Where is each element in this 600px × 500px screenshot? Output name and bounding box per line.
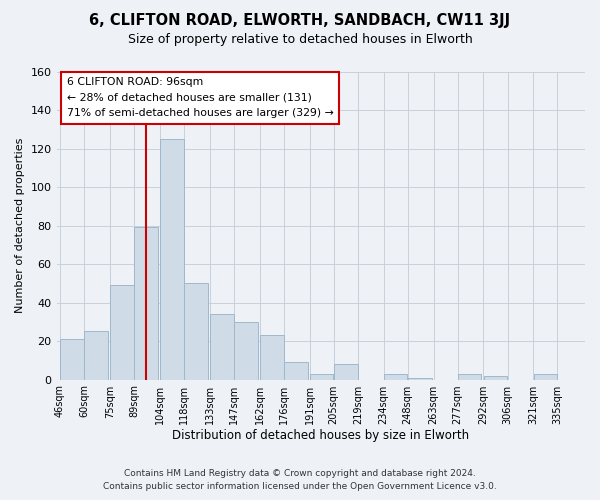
Text: Contains HM Land Registry data © Crown copyright and database right 2024.
Contai: Contains HM Land Registry data © Crown c… (103, 469, 497, 491)
Bar (260, 336, 284, 380)
Bar (85, 332, 108, 380)
X-axis label: Distribution of detached houses by size in Elworth: Distribution of detached houses by size … (172, 430, 469, 442)
Bar (110, 285, 134, 380)
Bar (210, 314, 233, 380)
Bar (408, 378, 431, 380)
Bar (184, 284, 208, 380)
Bar (458, 374, 481, 380)
Y-axis label: Number of detached properties: Number of detached properties (15, 138, 25, 313)
Bar (284, 362, 308, 380)
Text: Size of property relative to detached houses in Elworth: Size of property relative to detached ho… (128, 32, 472, 46)
Bar (384, 374, 407, 380)
Text: 6, CLIFTON ROAD, ELWORTH, SANDBACH, CW11 3JJ: 6, CLIFTON ROAD, ELWORTH, SANDBACH, CW11… (89, 12, 511, 28)
Text: 6 CLIFTON ROAD: 96sqm
← 28% of detached houses are smaller (131)
71% of semi-det: 6 CLIFTON ROAD: 96sqm ← 28% of detached … (67, 78, 334, 118)
Bar (484, 376, 507, 380)
Bar (234, 322, 257, 380)
Bar (533, 374, 557, 380)
Bar (134, 228, 158, 380)
Bar (334, 364, 358, 380)
Bar (60, 339, 84, 380)
Bar (310, 374, 334, 380)
Bar (160, 139, 184, 380)
